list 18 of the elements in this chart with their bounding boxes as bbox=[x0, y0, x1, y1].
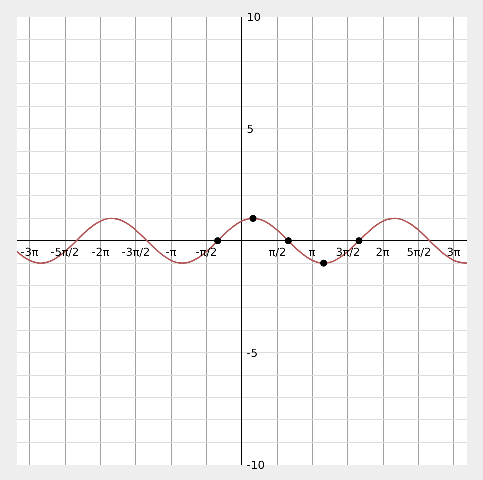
x-tick-label: π bbox=[309, 246, 316, 259]
y-tick-label: 5 bbox=[247, 123, 254, 136]
y-tick-label: -10 bbox=[247, 459, 265, 472]
y-tick-label: 10 bbox=[247, 11, 261, 24]
x-tick-label: 5π/2 bbox=[407, 246, 432, 259]
x-tick-label: -3π/2 bbox=[122, 246, 150, 259]
point bbox=[214, 238, 222, 244]
x-tick-label: -π bbox=[166, 246, 177, 259]
point bbox=[250, 215, 257, 222]
x-tick-label: -2π bbox=[92, 246, 110, 259]
x-tick-label: 2π bbox=[376, 246, 390, 259]
x-tick-label: π/2 bbox=[269, 246, 286, 259]
x-tick-label: -3π bbox=[21, 246, 39, 259]
x-tick-label: 3π bbox=[447, 246, 461, 259]
point bbox=[285, 238, 292, 244]
point bbox=[356, 238, 363, 244]
y-tick-label: -5 bbox=[247, 347, 258, 360]
point bbox=[320, 260, 328, 267]
